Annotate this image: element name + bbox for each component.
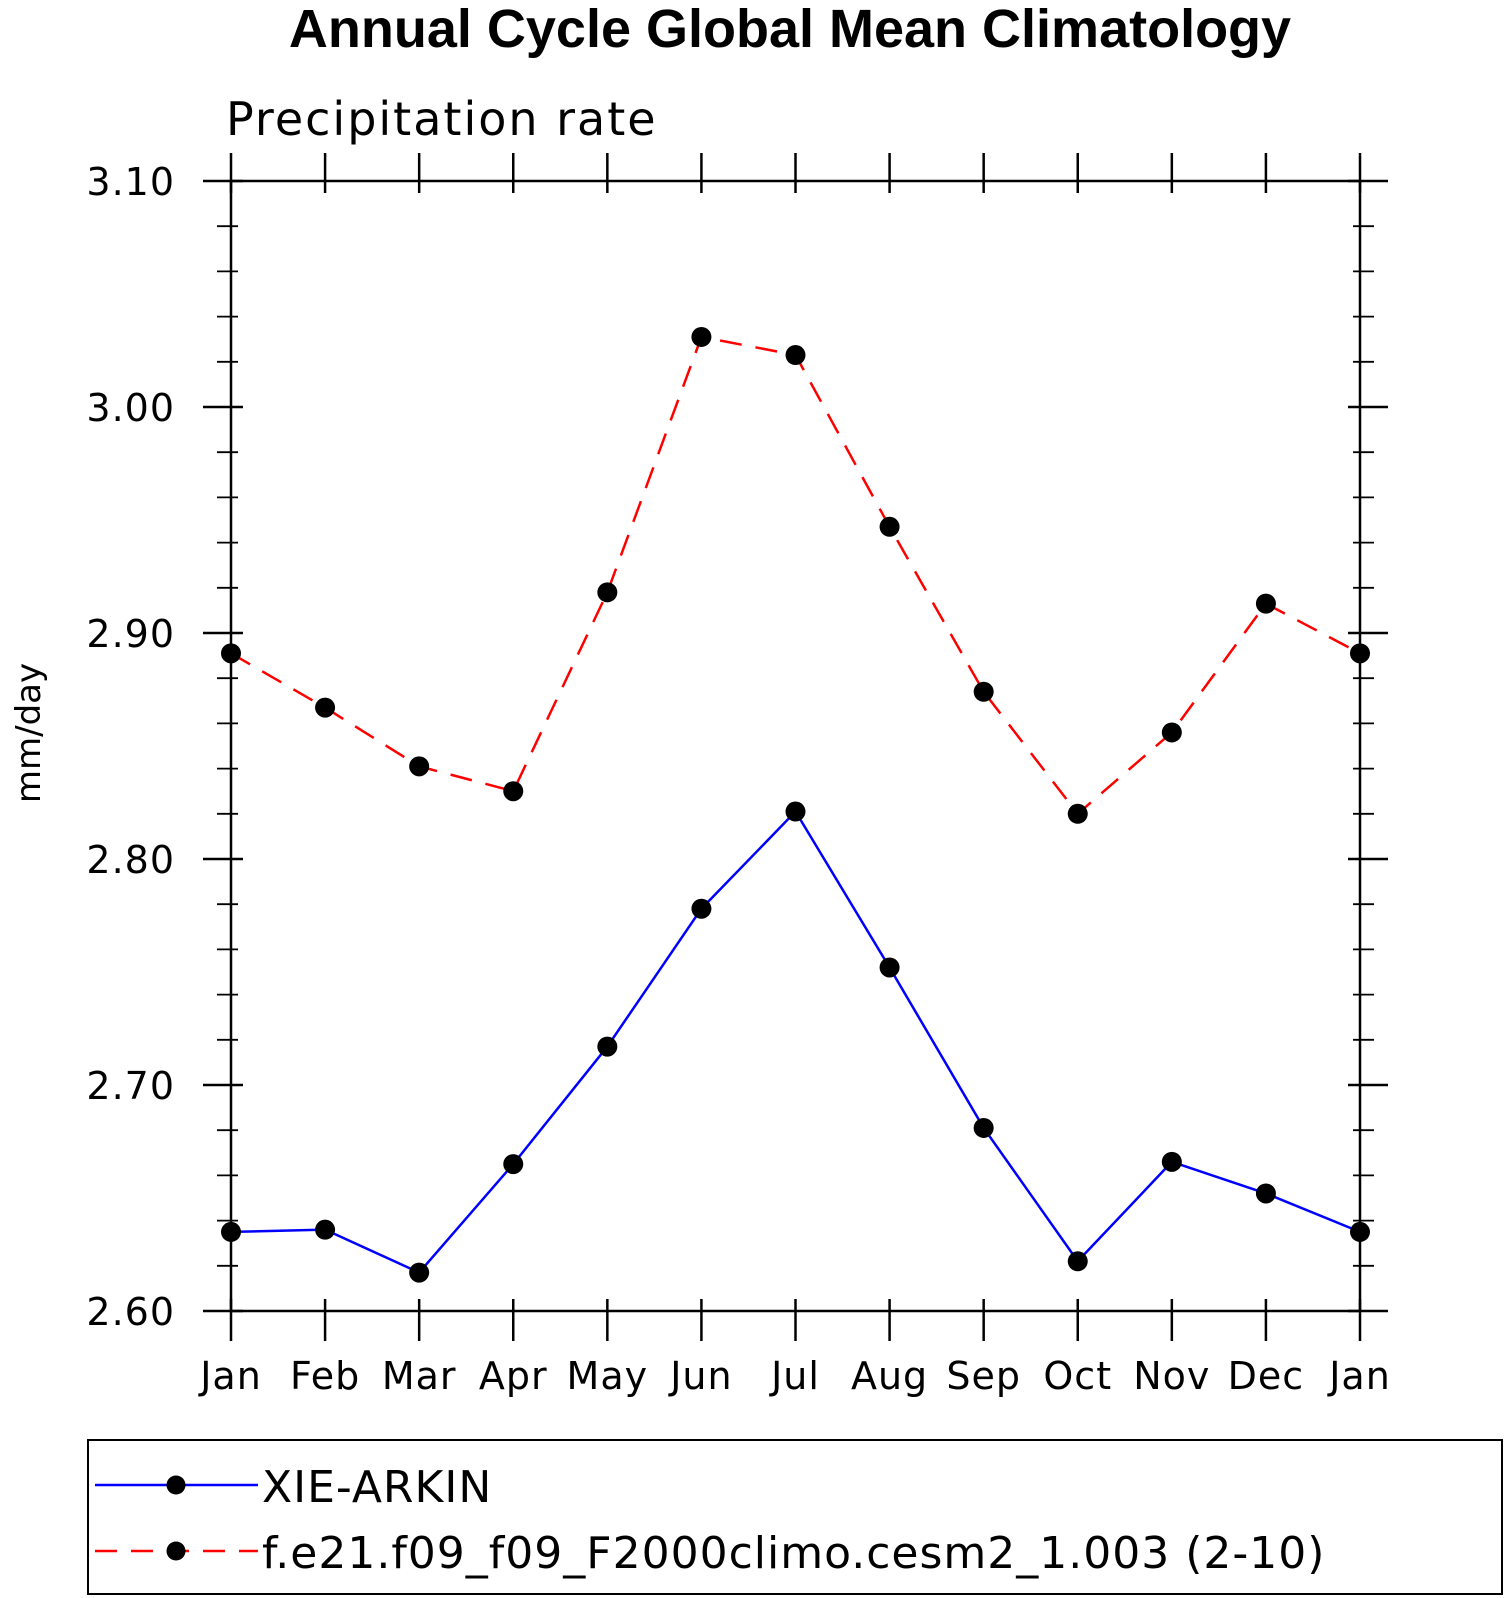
data-point (1350, 643, 1370, 664)
data-point (879, 957, 900, 978)
x-tick-label: Apr (479, 1354, 548, 1398)
data-point (315, 697, 336, 718)
data-point (1067, 1251, 1088, 1272)
y-tick-labels: 2.60 2.70 2.80 2.90 3.00 3.10 (86, 160, 175, 1334)
legend-label: f.e21.f09_f09_F2000climo.cesm2_1.003 (2-… (262, 1528, 1325, 1579)
series-line-1 (230, 335, 1361, 816)
data-point (691, 326, 712, 347)
legend: XIE-ARKIN f.e21.f09_f09_F2000climo.cesm2_… (95, 1462, 1325, 1579)
x-tick-label: Feb (290, 1354, 360, 1398)
x-tick-label: Oct (1043, 1354, 1112, 1398)
data-point (221, 1221, 241, 1242)
data-point (1161, 722, 1182, 743)
x-tick-label: Jul (769, 1354, 820, 1398)
data-point (409, 756, 430, 777)
y-tick-label: 2.90 (86, 612, 175, 656)
legend-marker (166, 1475, 186, 1495)
y-tick-label: 2.60 (86, 1290, 175, 1334)
data-point (1067, 803, 1088, 824)
chart-title: Annual Cycle Global Mean Climatology (289, 0, 1291, 59)
data-point (1255, 593, 1276, 614)
data-point (1161, 1151, 1182, 1172)
x-tick-label: Sep (946, 1354, 1021, 1398)
axis-ticks (203, 153, 1388, 1341)
series-markers (221, 326, 1370, 1283)
data-point (503, 781, 524, 802)
data-point (1255, 1183, 1276, 1204)
data-point (1350, 1221, 1370, 1242)
data-point (597, 582, 618, 603)
y-tick-label: 2.80 (86, 838, 175, 882)
x-tick-label: May (567, 1354, 649, 1398)
data-point (597, 1036, 618, 1057)
data-point (503, 1154, 524, 1175)
data-point (973, 681, 994, 702)
y-tick-label: 3.00 (86, 386, 175, 430)
x-tick-label: Aug (851, 1354, 928, 1398)
data-point (409, 1262, 430, 1283)
x-tick-label: Jan (1327, 1354, 1391, 1398)
series-line-0 (230, 809, 1361, 1275)
x-tick-label: Jan (198, 1354, 262, 1398)
legend-marker (166, 1541, 186, 1561)
x-tick-label: Mar (382, 1354, 457, 1398)
legend-box (87, 1439, 1503, 1595)
data-point (973, 1117, 994, 1138)
y-axis-label: mm/day (9, 663, 49, 803)
y-tick-label: 3.10 (86, 160, 175, 204)
data-point (315, 1219, 336, 1240)
data-point (785, 801, 806, 822)
x-tick-labels: Jan Feb Mar Apr May Jun Jul Aug Sep Oct Nov Dec Jan (198, 1354, 1391, 1398)
data-point (221, 643, 241, 664)
y-tick-label: 2.70 (86, 1064, 175, 1108)
data-point (785, 345, 806, 366)
legend-label: XIE-ARKIN (262, 1462, 492, 1513)
data-point (879, 516, 900, 537)
x-tick-label: Dec (1228, 1354, 1305, 1398)
x-tick-label: Nov (1133, 1354, 1210, 1398)
x-tick-label: Jun (668, 1354, 732, 1398)
data-point (691, 898, 712, 919)
chart-subtitle: Precipitation rate (226, 92, 658, 146)
